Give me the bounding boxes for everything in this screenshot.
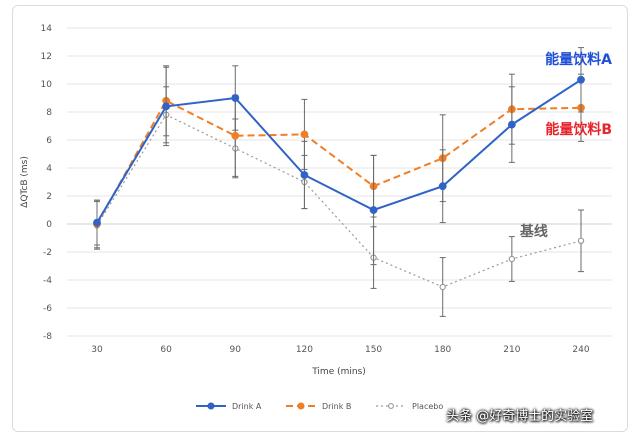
data-point — [439, 283, 446, 291]
y-tick-label: 14 — [41, 24, 53, 34]
data-point — [231, 94, 240, 102]
legend-swatch-marker — [207, 402, 215, 410]
data-point — [300, 130, 309, 139]
legend-swatch-marker — [388, 403, 394, 409]
watermark: 头条 @好奇博士的实验室 — [446, 409, 594, 424]
x-tick-label: 30 — [91, 345, 103, 355]
y-tick-label: 10 — [41, 80, 53, 90]
data-point — [93, 218, 101, 227]
x-tick-label: 180 — [434, 345, 451, 355]
data-point — [300, 171, 309, 179]
series-line-drink-a — [96, 78, 582, 224]
x-tick-label: 150 — [365, 345, 382, 355]
data-point — [508, 255, 516, 263]
y-tick-label: 0 — [46, 220, 52, 230]
y-tick-label: -8 — [43, 332, 52, 342]
y-tick-label: 12 — [41, 52, 52, 62]
y-tick-label: -2 — [43, 248, 52, 258]
y-tick-label: 2 — [46, 192, 52, 202]
series-line-drink-b — [96, 99, 582, 225]
annotation-label: 能量饮料A — [545, 51, 612, 68]
data-point — [231, 131, 240, 140]
legend-entry-label: Placebo — [412, 402, 443, 411]
y-tick-label: -4 — [43, 276, 52, 286]
y-tick-label: 6 — [46, 136, 52, 146]
x-tick-label: 60 — [160, 345, 172, 355]
legend-entry-label: Drink A — [232, 402, 262, 411]
y-tick-label: -6 — [43, 304, 52, 314]
data-point — [162, 102, 171, 111]
y-tick-label: 4 — [46, 164, 52, 174]
x-tick-label: 210 — [503, 345, 520, 355]
data-point — [438, 182, 447, 191]
x-tick-label: 120 — [296, 345, 313, 355]
legend-swatch-marker — [297, 402, 305, 410]
y-axis-title: ΔQTcB (ms) — [20, 156, 30, 208]
data-point — [507, 120, 516, 129]
data-point — [369, 206, 378, 214]
x-axis-title: Time (mins) — [311, 367, 366, 377]
data-point — [577, 237, 585, 244]
x-tick-label: 90 — [230, 345, 242, 355]
y-tick-label: 8 — [46, 108, 52, 118]
annotation-label: 能量饮料B — [545, 121, 612, 138]
chart-frame — [12, 5, 628, 432]
data-point — [577, 75, 585, 84]
series-line-placebo — [96, 114, 582, 288]
annotation-label: 基线 — [520, 223, 548, 240]
legend-entry-label: Drink B — [322, 402, 351, 411]
x-tick-label: 240 — [572, 345, 589, 355]
